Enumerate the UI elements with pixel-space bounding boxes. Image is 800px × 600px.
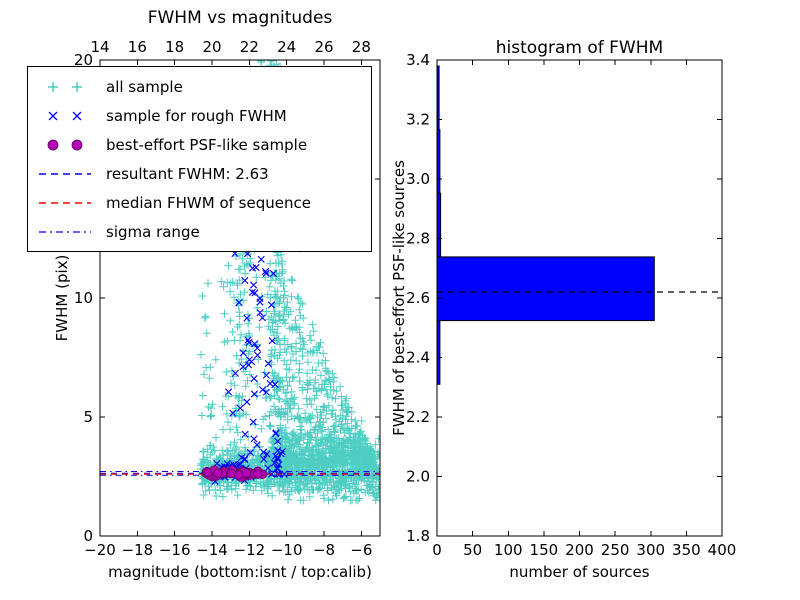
y-tick-label: 0 — [83, 527, 93, 545]
x-tick-label: 100 — [494, 541, 523, 559]
scatter-plot-area — [100, 60, 380, 505]
y-tick-label: 1.8 — [406, 527, 430, 545]
x-tick-label: 300 — [636, 541, 665, 559]
psf-sample-dot — [233, 470, 244, 480]
legend: all sample sample for rough FWHM best-effo… — [27, 66, 372, 252]
legend-item: sample for rough FWHM — [28, 101, 371, 130]
top-x-tick-label: 20 — [202, 38, 221, 56]
top-x-tick-label: 16 — [128, 38, 147, 56]
cross-glyph — [72, 111, 82, 120]
top-x-tick-label: 26 — [314, 38, 333, 56]
right-chart-title: histogram of FWHM — [495, 38, 664, 58]
y-tick-label: 2.8 — [406, 230, 430, 248]
left-y-axis-label: FWHM (pix) — [53, 254, 71, 342]
y-tick-label: 2.4 — [406, 349, 430, 367]
left-chart-title: FWHM vs magnitudes — [147, 8, 333, 28]
x-tick-label: 400 — [708, 541, 737, 559]
dashline-marker-icon — [39, 201, 91, 204]
y-tick-label: 3.2 — [406, 111, 430, 129]
x-tick-label: 0 — [432, 541, 442, 559]
legend-item: all sample — [28, 72, 371, 101]
legend-item-label: resultant FWHM: 2.63 — [106, 164, 269, 183]
y-tick-label: 2.6 — [406, 289, 430, 307]
right-x-axis-label: number of sources — [509, 563, 650, 581]
legend-item-label: sigma range — [106, 222, 200, 241]
cross-glyph — [48, 111, 58, 120]
x-tick-label: −16 — [159, 541, 191, 559]
legend-item-label: median FHWM of sequence — [106, 193, 311, 212]
histogram-bar — [436, 192, 442, 258]
y-tick-label: 20 — [74, 51, 93, 69]
x-tick-label: −20 — [84, 541, 116, 559]
x-tick-label: 350 — [672, 541, 701, 559]
x-tick-label: −10 — [271, 541, 303, 559]
legend-item-label: sample for rough FWHM — [106, 106, 287, 125]
top-x-tick-label: 22 — [240, 38, 259, 56]
x-tick-label: 150 — [530, 541, 559, 559]
top-x-tick-label: 28 — [352, 38, 371, 56]
y-tick-label: 10 — [74, 289, 93, 307]
top-x-tick-label: 24 — [277, 38, 296, 56]
legend-item: sigma range — [28, 217, 371, 246]
plus-glyph — [72, 81, 82, 92]
dot-glyph — [71, 139, 83, 150]
psf-sample-dot — [241, 468, 252, 478]
legend-item: best-effort PSF-like sample — [28, 130, 371, 159]
y-tick-label: 2.0 — [406, 468, 430, 486]
dashdotline-marker-icon — [39, 230, 91, 233]
dashline-marker-icon — [39, 172, 91, 175]
x-tick-label: −14 — [196, 541, 228, 559]
x-tick-label: −18 — [122, 541, 154, 559]
dot-marker-icon — [47, 139, 83, 150]
x-tick-label: 50 — [463, 541, 482, 559]
x-tick-label: 200 — [565, 541, 594, 559]
legend-item: resultant FWHM: 2.63 — [28, 159, 371, 188]
histogram-bar — [436, 256, 655, 322]
right-y-axis-label: FWHM of best-effort PSF-like sources — [390, 160, 408, 436]
plus-marker-icon — [48, 81, 82, 92]
y-tick-label: 2.2 — [406, 408, 430, 426]
x-tick-label: −6 — [350, 541, 372, 559]
left-x-axis-label: magnitude (bottom:isnt / top:calib) — [108, 563, 372, 581]
y-tick-label: 5 — [83, 408, 93, 426]
cross-marker-icon — [48, 111, 82, 120]
psf-sample-dot — [213, 468, 223, 479]
legend-item-label: all sample — [106, 77, 183, 96]
x-tick-label: −12 — [234, 541, 266, 559]
legend-item-label: best-effort PSF-like sample — [106, 135, 308, 154]
top-x-tick-label: 14 — [90, 38, 109, 56]
y-tick-label: 3.0 — [406, 170, 430, 188]
x-tick-label: −8 — [313, 541, 335, 559]
legend-item: median FHWM of sequence — [28, 188, 371, 217]
y-tick-label: 3.4 — [406, 51, 430, 69]
plus-glyph — [48, 81, 58, 92]
x-tick-label: 250 — [601, 541, 630, 559]
top-x-tick-label: 18 — [165, 38, 184, 56]
psf-sample-dot — [253, 469, 263, 479]
dot-glyph — [47, 139, 59, 150]
